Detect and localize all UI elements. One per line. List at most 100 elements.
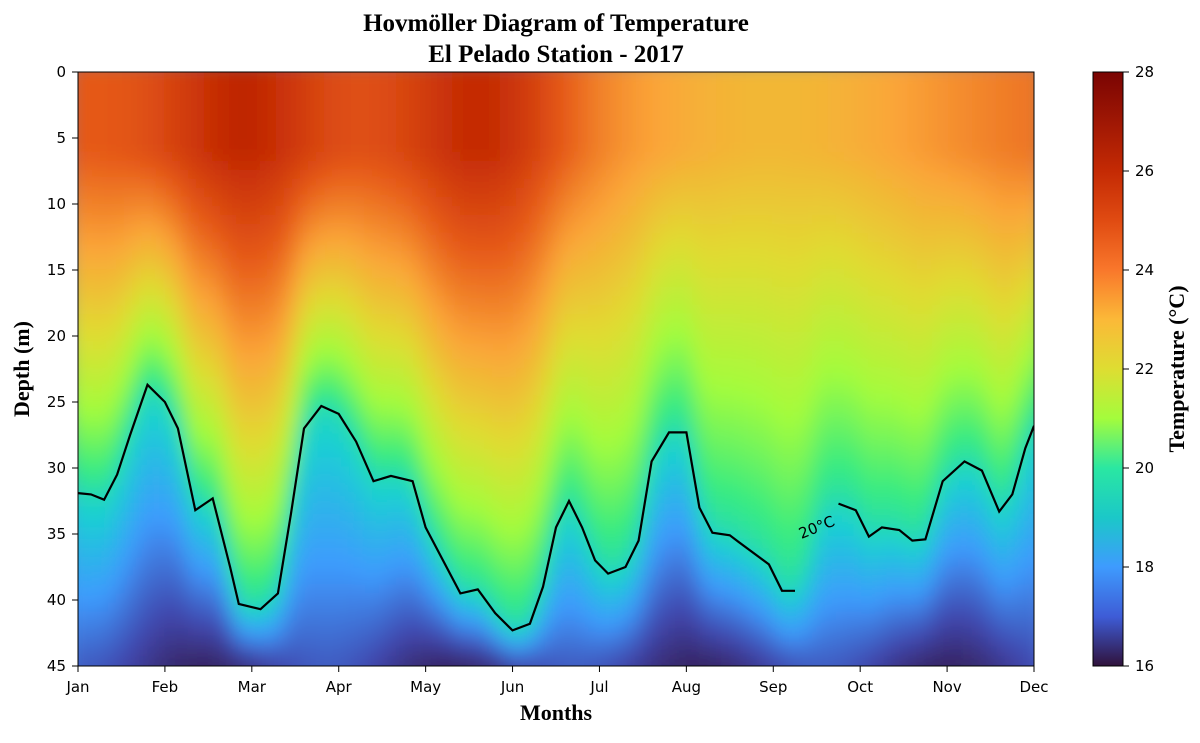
heatmap-cell — [516, 332, 525, 342]
heatmap-cell — [244, 278, 253, 288]
heatmap-cell — [372, 143, 381, 153]
heatmap-cell — [412, 575, 421, 585]
heatmap-cell — [620, 485, 629, 495]
heatmap-cell — [628, 98, 637, 108]
heatmap-cell — [580, 197, 589, 207]
heatmap-cell — [644, 116, 653, 126]
heatmap-cell — [612, 72, 621, 81]
heatmap-cell — [540, 512, 549, 522]
heatmap-cell — [364, 323, 373, 333]
heatmap-cell — [252, 440, 261, 450]
heatmap-cell — [540, 584, 549, 594]
heatmap-cell — [244, 287, 253, 297]
heatmap-cell — [556, 161, 565, 171]
heatmap-cell — [220, 674, 229, 684]
heatmap-cell — [356, 422, 365, 432]
heatmap-cell — [148, 458, 157, 468]
heatmap-cell — [164, 629, 173, 639]
heatmap-cell — [372, 548, 381, 558]
heatmap-cell — [276, 107, 285, 117]
heatmap-cell — [316, 62, 325, 72]
heatmap-cell — [524, 179, 533, 189]
heatmap-cell — [604, 107, 613, 117]
heatmap-cell — [436, 521, 445, 531]
heatmap-cell — [140, 449, 149, 459]
heatmap-cell — [124, 161, 133, 171]
heatmap-cell — [556, 494, 565, 504]
heatmap-cell — [524, 629, 533, 639]
heatmap-cell — [548, 467, 557, 477]
heatmap-cell — [604, 188, 613, 198]
heatmap-cell — [436, 161, 445, 171]
heatmap-cell — [236, 548, 245, 558]
heatmap-cell — [364, 566, 373, 576]
heatmap-cell — [180, 314, 189, 324]
heatmap-cell — [92, 593, 101, 603]
heatmap-cell — [316, 278, 325, 288]
heatmap-cell — [316, 89, 325, 99]
heatmap-cell — [524, 143, 533, 153]
heatmap-cell — [356, 134, 365, 144]
heatmap-cell — [404, 116, 413, 126]
heatmap-cell — [492, 89, 501, 99]
heatmap-cell — [420, 233, 429, 243]
heatmap-cell — [468, 521, 477, 531]
heatmap-cell — [404, 80, 413, 90]
heatmap-cell — [476, 386, 485, 396]
heatmap-cell — [268, 170, 277, 180]
heatmap-cell — [148, 521, 157, 531]
heatmap-cell — [220, 647, 229, 657]
heatmap-cell — [388, 170, 397, 180]
heatmap-cell — [412, 359, 421, 369]
heatmap-cell — [524, 485, 533, 495]
heatmap-cell — [356, 557, 365, 567]
heatmap-cell — [236, 404, 245, 414]
heatmap-cell — [308, 161, 317, 171]
heatmap-cell — [316, 197, 325, 207]
heatmap-cell — [172, 179, 181, 189]
heatmap-cell — [468, 629, 477, 639]
heatmap-cell — [428, 359, 437, 369]
heatmap-cell — [620, 494, 629, 504]
heatmap-cell — [212, 620, 221, 630]
heatmap-cell — [572, 287, 581, 297]
heatmap-cell — [428, 458, 437, 468]
heatmap-cell — [508, 134, 517, 144]
heatmap-cell — [580, 116, 589, 126]
heatmap-cell — [356, 674, 365, 684]
heatmap-cell — [372, 152, 381, 162]
heatmap-cell — [348, 584, 357, 594]
heatmap-cell — [100, 350, 109, 360]
heatmap-cell — [364, 386, 373, 396]
heatmap-cell — [100, 197, 109, 207]
heatmap-cell — [572, 143, 581, 153]
heatmap-cell — [84, 458, 93, 468]
heatmap-cell — [220, 458, 229, 468]
heatmap-cell — [348, 548, 357, 558]
heatmap-cell — [156, 323, 165, 333]
heatmap-cell — [78, 584, 85, 594]
heatmap-cell — [116, 548, 125, 558]
heatmap-cell — [236, 386, 245, 396]
heatmap-cell — [348, 359, 357, 369]
heatmap-cell — [396, 72, 405, 81]
heatmap-cell — [596, 170, 605, 180]
heatmap-cell — [444, 503, 453, 513]
heatmap-cell — [500, 233, 509, 243]
heatmap-cell — [572, 72, 581, 81]
heatmap-cell — [580, 125, 589, 135]
heatmap-cell — [164, 620, 173, 630]
heatmap-cell — [100, 107, 109, 117]
heatmap-cell — [636, 350, 645, 360]
heatmap-cell — [412, 458, 421, 468]
heatmap-cell — [628, 287, 637, 297]
heatmap-cell — [196, 332, 205, 342]
heatmap-cell — [604, 161, 613, 171]
heatmap-cell — [228, 80, 237, 90]
heatmap-cell — [388, 593, 397, 603]
heatmap-cell — [548, 170, 557, 180]
heatmap-cell — [292, 314, 301, 324]
heatmap-cell — [548, 314, 557, 324]
heatmap-cell — [324, 89, 333, 99]
heatmap-cell — [148, 143, 157, 153]
